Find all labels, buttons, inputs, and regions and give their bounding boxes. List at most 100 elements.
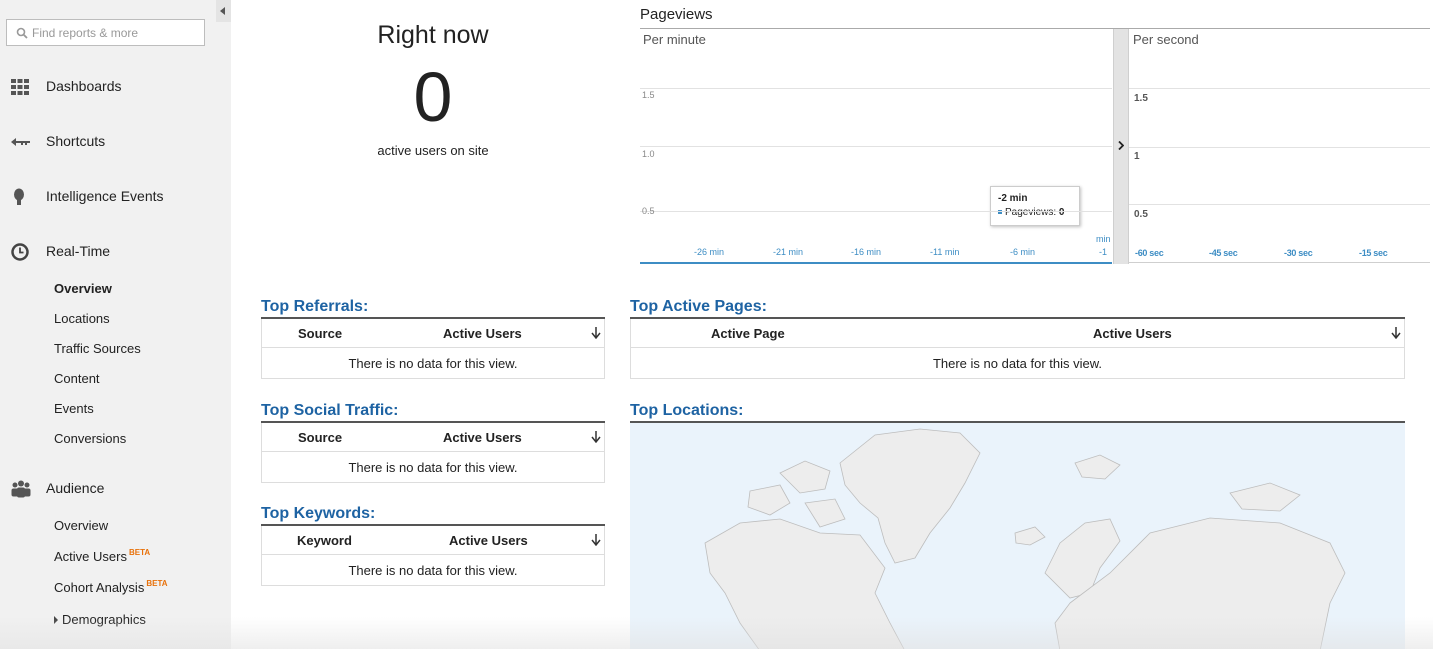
sort-down-arrow-icon[interactable] [591,431,601,443]
shortcuts-arrow-icon [11,138,30,146]
nav-realtime-conversions[interactable]: Conversions [54,431,127,446]
tooltip-time: -2 min [998,193,1028,204]
x-tick-label: -15 sec [1359,248,1388,258]
col-source[interactable]: Source [298,326,343,341]
y-gridline [640,146,1112,147]
x-tick-label: -1 [1099,247,1108,257]
chevron-left-icon [220,7,225,15]
nav-dashboards[interactable]: Dashboards [0,72,231,102]
x-tick-label: -45 sec [1209,248,1238,258]
tooltip-number: 0 [1058,207,1065,218]
col-active-users[interactable]: Active Users [1093,326,1172,341]
x-tick-label: -21 min [773,247,804,257]
nav-realtime-label: Real-Time [46,243,111,259]
expand-triangle-icon [54,616,58,624]
y-gridline [640,211,1112,212]
empty-message: There is no data for this view. [630,348,1405,379]
y-tick-label: 0.5 [642,206,655,216]
chart-divider[interactable] [1113,29,1129,264]
sort-down-arrow-icon[interactable] [1391,327,1401,339]
right-now-title: Right now [377,21,489,49]
x-tick-label: min [1096,234,1111,244]
cohort-analysis-label: Cohort Analysis [54,580,145,595]
scandinavia-shape [1044,518,1121,599]
x-tick-label: -16 min [851,247,882,257]
search-box[interactable] [6,19,205,46]
sort-down-arrow-icon[interactable] [591,534,601,546]
nav-audience-active-users[interactable]: Active Users BETA [54,548,150,564]
top-referrals-title: Top Referrals: [261,298,369,315]
nav-shortcuts-label: Shortcuts [46,133,106,149]
active-users-label: Active Users [54,549,127,564]
x-tick-label: -6 min [1010,247,1036,257]
sidebar: Dashboards Shortcuts Intelligence Events… [0,0,231,649]
top-keywords-title: Top Keywords: [261,505,376,522]
nav-audience-demographics[interactable]: Demographics [50,612,146,627]
collapse-sidebar-button[interactable] [216,0,231,22]
col-active-users[interactable]: Active Users [443,430,522,445]
y-tick-label: 1.5 [1134,93,1148,104]
top-keywords-table: Keyword Active Users There is no data fo… [261,524,605,587]
top-locations-title: Top Locations: [630,402,744,419]
top-referrals-table: Source Active Users There is no data for… [261,317,605,379]
x-axis-line [1129,262,1430,263]
x-tick-label: -60 sec [1135,248,1164,258]
x-tick-label: -30 sec [1284,248,1313,258]
col-keyword[interactable]: Keyword [297,533,352,548]
x-tick-label: -26 min [694,247,725,257]
nav-realtime-events[interactable]: Events [54,401,94,416]
per-second-label: Per second [1133,32,1199,47]
tooltip-value: Pageviews: 0 [1005,207,1064,218]
nav-audience-overview[interactable]: Overview [54,518,109,533]
active-users-count: 0 [413,58,453,136]
nav-realtime[interactable]: Real-Time [0,237,231,267]
search-input[interactable] [32,24,200,42]
col-source[interactable]: Source [298,430,343,445]
y-gridline [1129,88,1430,89]
nav-realtime-locations[interactable]: Locations [54,311,110,326]
nav-realtime-traffic-sources[interactable]: Traffic Sources [54,341,141,356]
beta-badge: BETA [146,579,168,588]
empty-message: There is no data for this view. [261,348,605,379]
nav-intelligence-label: Intelligence Events [46,188,164,204]
nav-realtime-overview[interactable]: Overview [54,281,112,296]
col-active-users[interactable]: Active Users [449,533,528,548]
top-social-table: Source Active Users There is no data for… [261,421,605,483]
table-header: Active Page Active Users [630,319,1405,348]
series-baseline [640,262,1112,264]
y-gridline [1129,204,1430,205]
empty-message: There is no data for this view. [261,452,605,483]
chart-tooltip: -2 min Pageviews: 0 [990,186,1080,226]
top-active-pages-title: Top Active Pages: [630,298,767,315]
sort-down-arrow-icon[interactable] [591,327,601,339]
nav-shortcuts[interactable]: Shortcuts [0,127,231,157]
world-map-graphic [704,428,1346,649]
y-gridline [1129,147,1430,148]
table-header: Source Active Users [261,423,605,452]
y-tick-label: 1 [1134,151,1140,162]
col-active-page[interactable]: Active Page [711,326,785,341]
nav-audience[interactable]: Audience [0,474,231,504]
nav-intelligence-events[interactable]: Intelligence Events [0,182,231,212]
search-icon [16,27,28,39]
people-icon [11,480,31,498]
lightbulb-icon [14,188,24,205]
chevron-right-icon [1118,141,1124,150]
north-america-shape [704,518,905,649]
top-social-traffic-title: Top Social Traffic: [261,402,399,419]
col-active-users[interactable]: Active Users [443,326,522,341]
tooltip-label: Pageviews: [1005,207,1057,218]
nav-audience-label: Audience [46,480,105,496]
pageviews-chart-box [640,28,1430,265]
nav-audience-cohort-analysis[interactable]: Cohort Analysis BETA [54,579,168,595]
dashboards-grid-icon [11,79,29,95]
y-tick-label: 1.5 [642,90,655,100]
active-users-caption: active users on site [377,143,489,158]
world-map[interactable] [630,421,1405,649]
nav-dashboards-label: Dashboards [46,78,122,94]
empty-message: There is no data for this view. [261,555,605,586]
y-tick-label: 0.5 [1134,209,1148,220]
nav-realtime-content[interactable]: Content [54,371,100,386]
y-tick-label: 1.0 [642,149,655,159]
beta-badge: BETA [128,548,151,557]
